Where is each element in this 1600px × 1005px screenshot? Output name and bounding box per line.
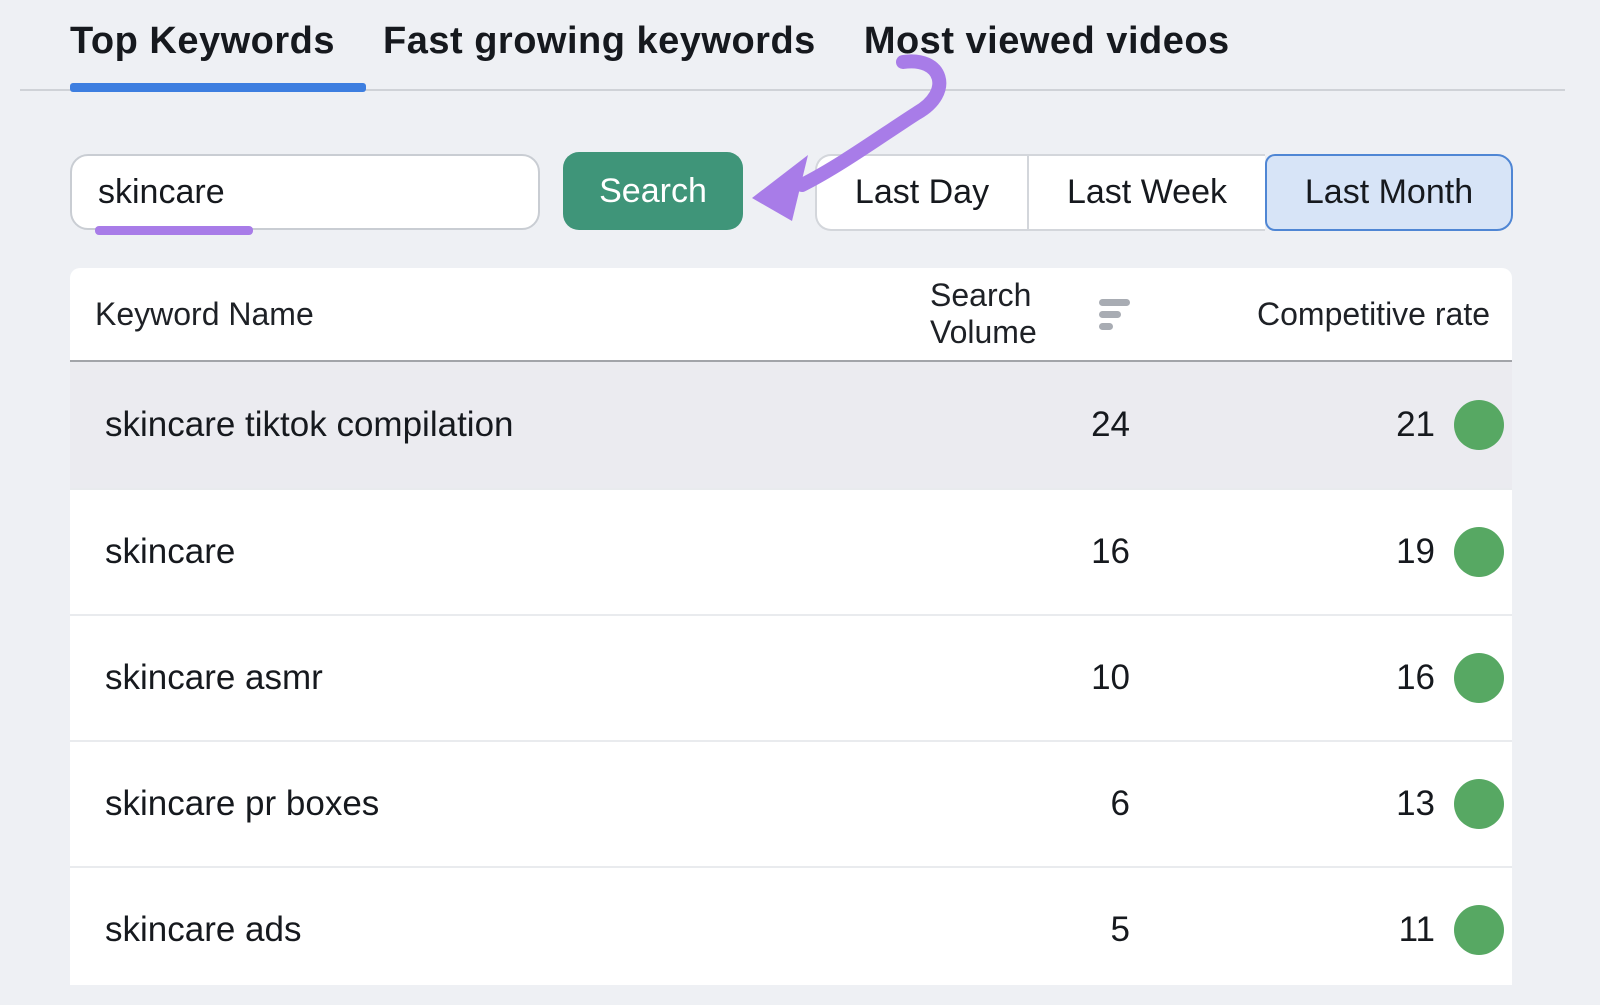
table-row[interactable]: skincare ads 5 11: [70, 866, 1512, 985]
search-volume-cell: 5: [1110, 910, 1130, 949]
filter-last-week[interactable]: Last Week: [1028, 154, 1265, 231]
table-body: skincare tiktok compilation 24 21 skinca…: [70, 362, 1512, 985]
column-header-search-volume: Search Volume: [930, 277, 1130, 351]
competitive-rate-value: 13: [1396, 784, 1435, 823]
competitive-rate-dot: [1454, 527, 1504, 577]
search-volume-cell: 10: [1091, 658, 1130, 697]
sort-descending-icon[interactable]: [1099, 295, 1130, 334]
keyword-cell: skincare tiktok compilation: [105, 405, 514, 444]
keyword-cell: skincare: [105, 532, 236, 571]
search-button[interactable]: Search: [563, 152, 743, 230]
active-tab-indicator: [70, 83, 366, 92]
competitive-rate-value: 11: [1398, 910, 1435, 949]
table-row[interactable]: skincare 16 19: [70, 488, 1512, 614]
competitive-rate-cell: 11: [1130, 905, 1512, 955]
search-volume-cell: 6: [1110, 784, 1130, 823]
keyword-cell: skincare asmr: [105, 658, 323, 697]
search-volume-label: Search Volume: [930, 277, 1037, 350]
competitive-rate-cell: 16: [1130, 653, 1512, 703]
keyword-search-input[interactable]: [70, 154, 540, 230]
tab-divider: [20, 89, 1565, 91]
table-row[interactable]: skincare tiktok compilation 24 21: [70, 362, 1512, 488]
competitive-rate-value: 19: [1396, 532, 1435, 571]
column-header-keyword-name: Keyword Name: [95, 295, 314, 332]
competitive-rate-cell: 19: [1130, 527, 1512, 577]
competitive-rate-cell: 13: [1130, 779, 1512, 829]
competitive-rate-value: 16: [1396, 658, 1435, 697]
tab-top-keywords[interactable]: Top Keywords: [70, 20, 335, 62]
competitive-rate-dot: [1454, 400, 1504, 450]
tab-most-viewed-videos[interactable]: Most viewed videos: [863, 20, 1230, 62]
competitive-rate-dot: [1454, 905, 1504, 955]
table-row[interactable]: skincare pr boxes 6 13: [70, 740, 1512, 866]
keyword-cell: skincare pr boxes: [105, 784, 380, 823]
keyword-cell: skincare ads: [105, 910, 302, 949]
filter-last-day[interactable]: Last Day: [815, 154, 1028, 231]
search-volume-cell: 24: [1091, 405, 1130, 444]
column-header-competitive-rate: Competitive rate: [1257, 295, 1490, 332]
filter-last-month[interactable]: Last Month: [1265, 154, 1513, 231]
competitive-rate-dot: [1454, 653, 1504, 703]
annotation-underline: [95, 226, 253, 235]
search-volume-cell: 16: [1091, 532, 1130, 571]
competitive-rate-dot: [1454, 779, 1504, 829]
time-range-filter: Last Day Last Week Last Month: [815, 154, 1513, 231]
tab-bar: Top Keywords Fast growing keywords Most …: [70, 20, 1230, 63]
keywords-table: Keyword Name Search Volume Competitive r…: [70, 268, 1512, 985]
table-header: Keyword Name Search Volume Competitive r…: [70, 268, 1512, 362]
table-row[interactable]: skincare asmr 10 16: [70, 614, 1512, 740]
tab-fast-growing-keywords[interactable]: Fast growing keywords: [383, 20, 816, 62]
competitive-rate-value: 21: [1396, 405, 1435, 444]
competitive-rate-cell: 21: [1130, 400, 1512, 450]
